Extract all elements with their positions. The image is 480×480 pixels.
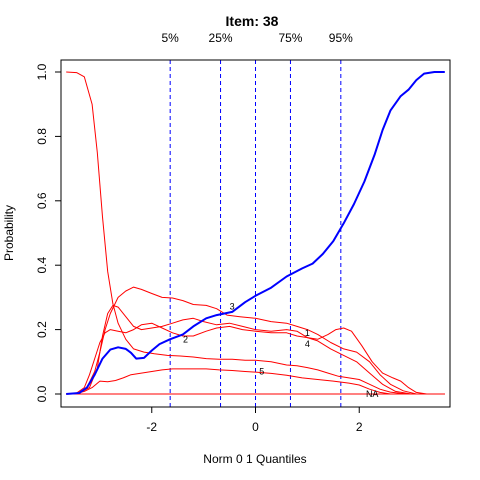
y-tick-label: 0.0	[35, 385, 49, 402]
curve-label: 4	[305, 339, 310, 349]
quantile-lines: 5% 25% 75% 95%	[162, 31, 353, 407]
curve-label: 5	[259, 366, 264, 376]
x-tick-label: 0	[252, 420, 259, 434]
y-tick-label: 0.6	[35, 192, 49, 209]
y-tick-label: 0.2	[35, 321, 49, 338]
quantile-label: 95%	[329, 31, 353, 45]
x-tick-label: 2	[356, 420, 363, 434]
x-tick-label: -2	[146, 420, 157, 434]
y-axis-label: Probability	[2, 205, 16, 261]
option-curve	[66, 304, 445, 395]
y-tick-label: 0.8	[35, 128, 49, 145]
option-curve	[66, 71, 445, 395]
curve-label: 2	[183, 334, 188, 344]
series-curves	[66, 71, 445, 395]
curve-label: 3	[230, 301, 235, 311]
curve-labels: 1 2 3 4 5 NA	[183, 301, 378, 399]
option-curve	[66, 286, 445, 395]
chart-title: Item: 38	[226, 13, 279, 29]
y-tick-label: 1.0	[35, 63, 49, 80]
x-axis-label: Norm 0 1 Quantiles	[203, 452, 306, 466]
axes: -2 0 2 0.0 0.2 0.4 0.6 0.8 1.0	[35, 63, 363, 434]
option-curve	[66, 368, 445, 395]
curve-label: 1	[305, 328, 310, 338]
quantile-label: 75%	[278, 31, 302, 45]
curve-label: NA	[366, 389, 379, 399]
quantile-label: 5%	[162, 31, 180, 45]
quantile-label: 25%	[209, 31, 233, 45]
key-probability-curve	[66, 71, 445, 395]
y-tick-label: 0.4	[35, 257, 49, 274]
